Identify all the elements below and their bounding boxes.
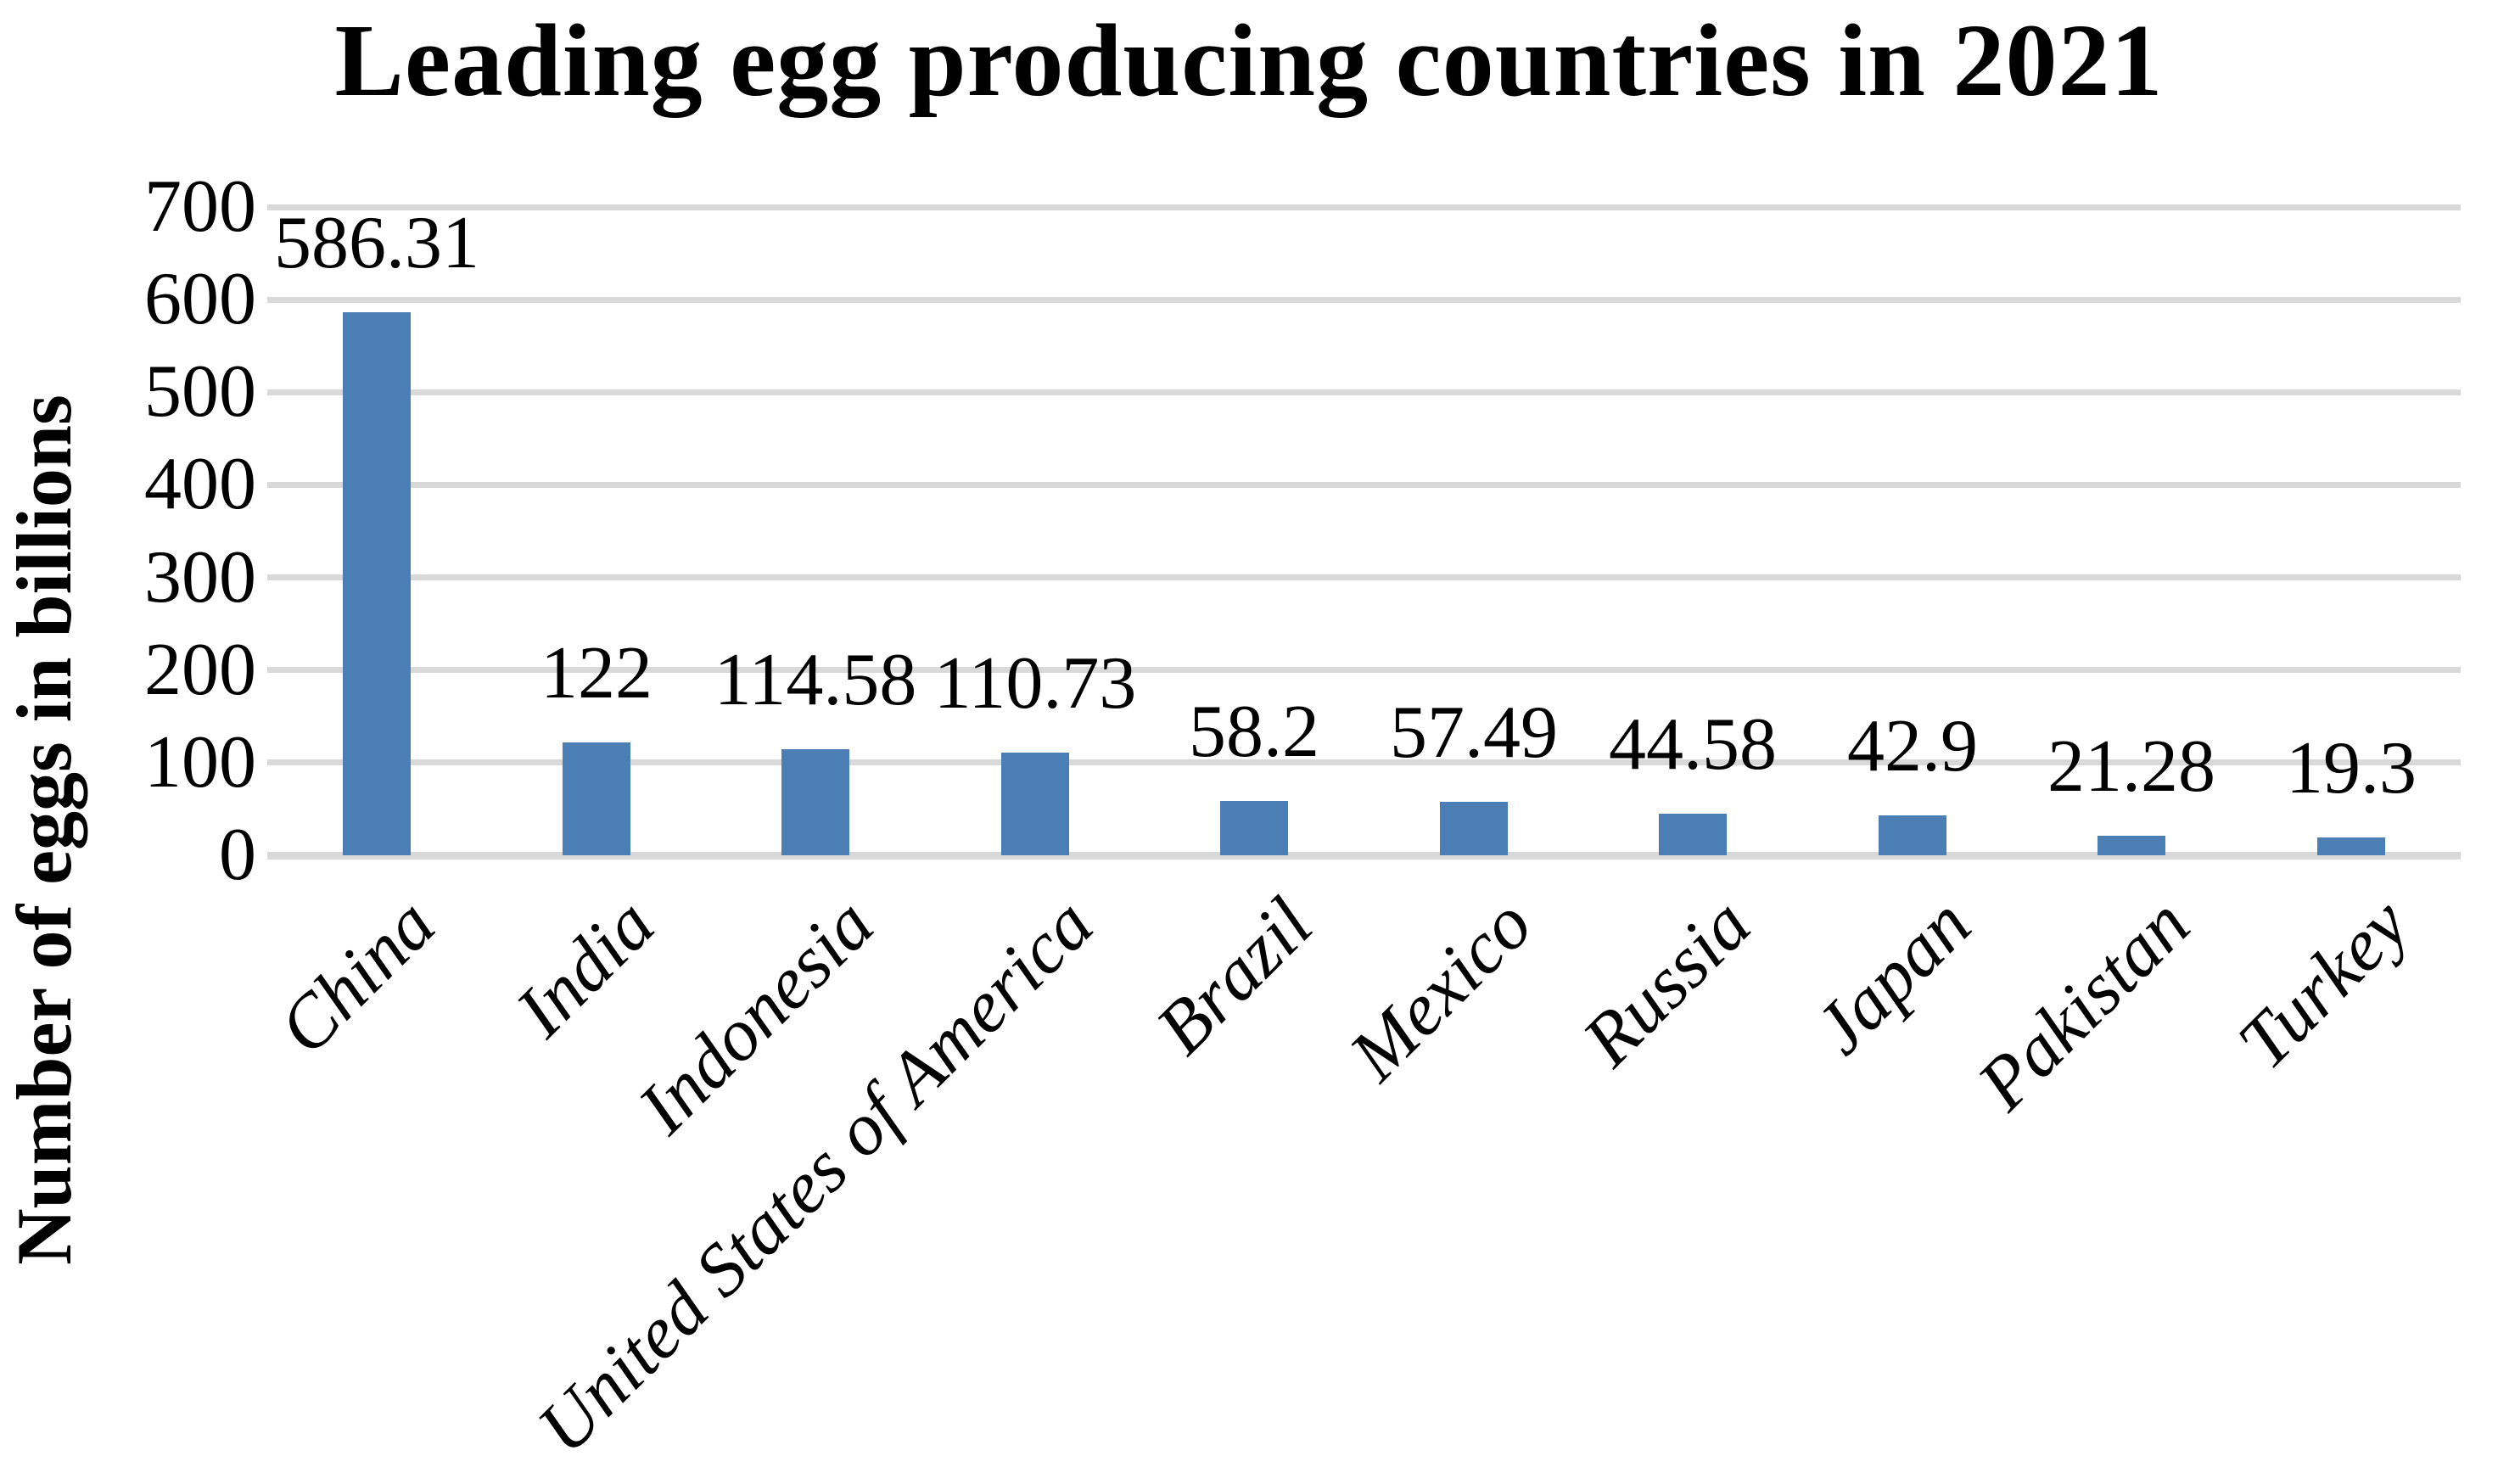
bar-turkey xyxy=(2317,837,2385,855)
gridline-600 xyxy=(267,297,2461,303)
plot-area: 586.31 122 114.58 110.73 58.2 57.49 44.58 42.9 2… xyxy=(267,202,2461,860)
x-category-label-china: China xyxy=(263,882,451,1071)
bar-pakistan xyxy=(2098,836,2165,855)
gridline-300 xyxy=(267,574,2461,580)
gridline-500 xyxy=(267,389,2461,395)
x-category-label-mexico: Mexico xyxy=(1334,882,1549,1097)
bar-mexico xyxy=(1440,802,1508,855)
gridline-200 xyxy=(267,667,2461,673)
value-label-pakistan: 21.28 xyxy=(2047,725,2215,808)
gridline-700 xyxy=(267,204,2461,210)
gridline-400 xyxy=(267,482,2461,488)
y-tick-label-0: 0 xyxy=(219,814,256,896)
value-label-russia: 44.58 xyxy=(1609,703,1777,786)
y-tick-label-700: 700 xyxy=(144,165,256,248)
y-tick-label-500: 500 xyxy=(144,350,256,433)
bar-united-states-of-america xyxy=(1001,753,1069,855)
chart-title: Leading egg producing countries in 2021 xyxy=(334,3,2164,118)
value-label-japan: 42.9 xyxy=(1847,705,1978,787)
value-label-indonesia: 114.58 xyxy=(714,639,917,721)
bar-japan xyxy=(1879,815,1946,855)
bar-brazil xyxy=(1220,801,1288,855)
y-tick-label-100: 100 xyxy=(144,721,256,804)
bar-russia xyxy=(1659,814,1727,855)
bar-china xyxy=(343,312,411,855)
y-tick-label-600: 600 xyxy=(144,258,256,340)
bar-indonesia xyxy=(781,749,849,855)
x-category-label-russia: Russia xyxy=(1567,882,1767,1083)
y-tick-label-300: 300 xyxy=(144,536,256,619)
bar-india xyxy=(563,742,630,855)
x-category-label-brazil: Brazil xyxy=(1140,882,1329,1071)
value-label-united-states-of-america: 110.73 xyxy=(933,642,1137,725)
gridline-0 xyxy=(267,852,2461,860)
gridline-100 xyxy=(267,759,2461,765)
value-label-china: 586.31 xyxy=(274,202,479,284)
value-label-mexico: 57.49 xyxy=(1390,692,1558,774)
x-category-label-japan: Japan xyxy=(1799,882,1987,1071)
value-label-brazil: 58.2 xyxy=(1189,691,1319,773)
value-label-india: 122 xyxy=(540,632,653,714)
y-tick-label-200: 200 xyxy=(144,629,256,711)
x-category-label-india: India xyxy=(501,882,671,1053)
x-category-label-turkey: Turkey xyxy=(2223,882,2426,1085)
y-tick-label-400: 400 xyxy=(144,443,256,525)
x-category-label-pakistan: Pakistan xyxy=(1962,882,2206,1126)
value-label-turkey: 19.3 xyxy=(2286,727,2417,809)
